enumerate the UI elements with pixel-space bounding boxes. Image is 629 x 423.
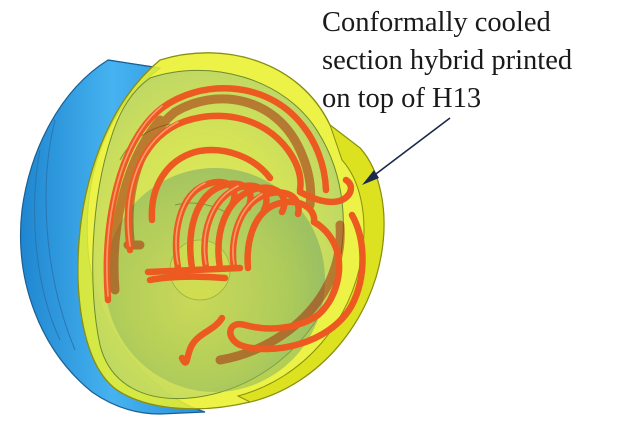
annotation-caption: Conformally cooled section hybrid printe…	[322, 4, 627, 118]
h13-base-plate	[19, 59, 206, 415]
cooling-channels	[103, 85, 366, 366]
caption-line-3: on top of H13	[322, 83, 482, 114]
caption-line-2: section hybrid printed	[322, 45, 573, 76]
caption-line-1: Conformally cooled	[322, 7, 551, 38]
annotation-arrow	[362, 117, 451, 185]
